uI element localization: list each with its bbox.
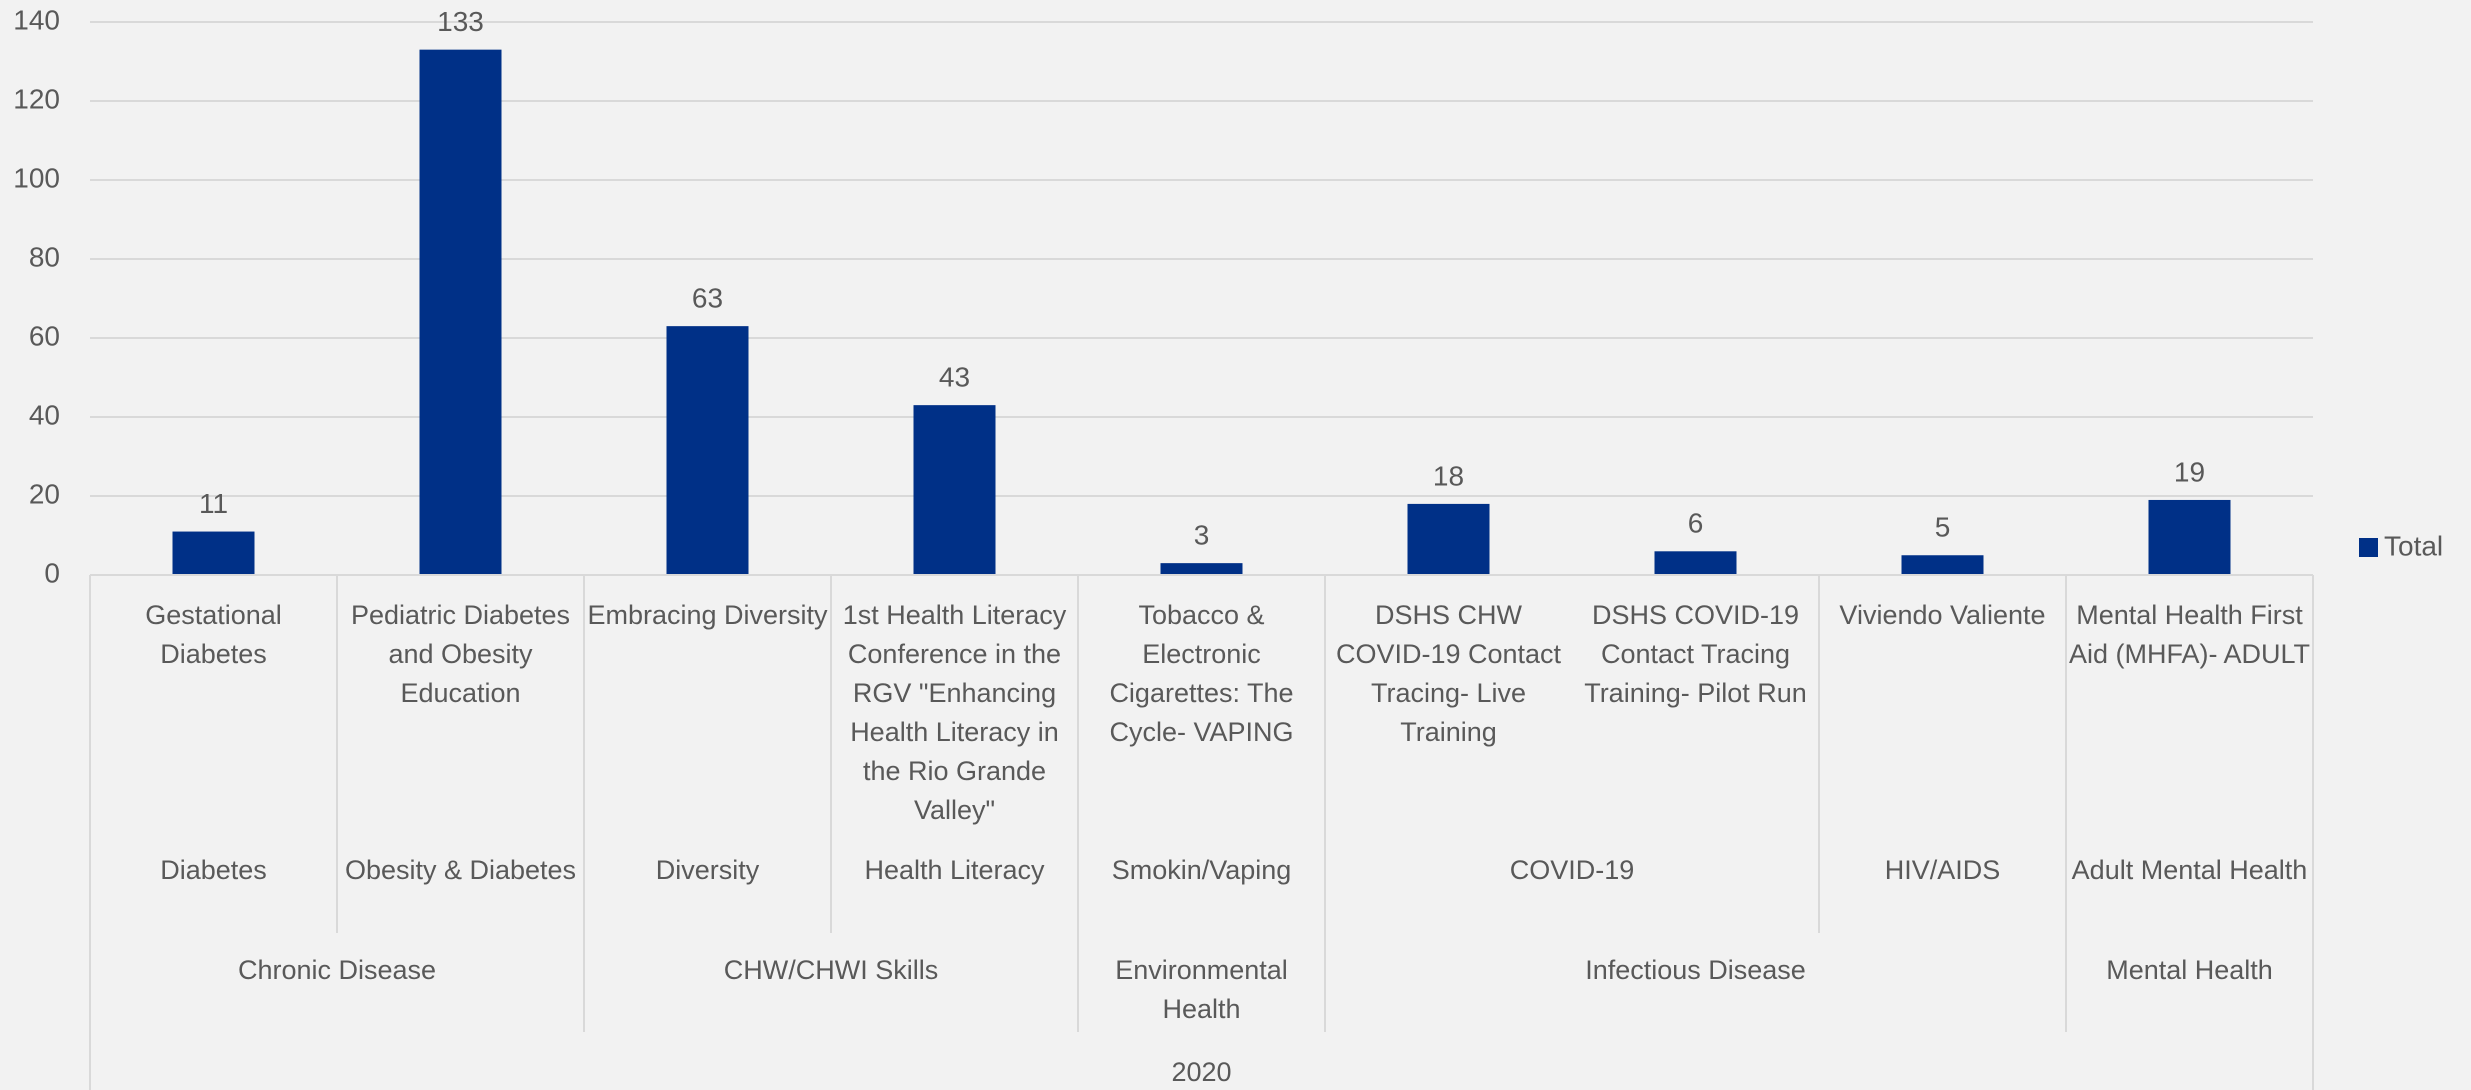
bar [1654, 551, 1737, 575]
group-label: Diabetes [160, 855, 267, 885]
group-label: CHW/CHWI Skills [723, 955, 939, 985]
group-label: 2020 [1171, 1057, 1232, 1087]
y-tick-label: 0 [44, 557, 60, 588]
bar [2148, 499, 2231, 575]
group-label: Adult Mental Health [2071, 855, 2308, 885]
bar [1160, 563, 1243, 575]
data-label: 11 [199, 488, 228, 519]
y-tick-label: 40 [29, 399, 60, 430]
group-label: Chronic Disease [237, 955, 437, 985]
x-tick-label: Tobacco & Electronic Cigarettes: The Cyc… [1109, 600, 1294, 747]
x-tick-label: Mental Health First Aid (MHFA)- ADULT [2068, 600, 2311, 669]
group-label: Obesity & Diabetes [344, 855, 577, 885]
bar [913, 405, 996, 575]
x-tick-label: DSHS CHW COVID-19 Contact Tracing- Live … [1335, 600, 1562, 747]
bar [1901, 555, 1984, 575]
legend-label: Total [2384, 530, 2443, 561]
data-label: 19 [2174, 456, 2205, 487]
x-tick-label: Embracing Diversity [587, 600, 828, 630]
y-tick-label: 120 [13, 83, 60, 114]
group-label: Mental Health [2106, 955, 2273, 985]
data-label: 43 [939, 362, 970, 393]
x-tick-label: DSHS COVID-19 Contact Tracing Training- … [1584, 600, 1807, 708]
bar [172, 531, 255, 575]
y-tick-label: 100 [13, 162, 60, 193]
group-label: Diversity [655, 855, 760, 885]
bar [419, 49, 502, 575]
y-tick-label: 60 [29, 320, 60, 351]
legend-swatch [2359, 538, 2378, 557]
y-tick-label: 140 [13, 4, 60, 35]
group-label: Health Literacy [864, 855, 1045, 885]
data-label: 6 [1688, 508, 1704, 539]
bar [1407, 503, 1490, 575]
x-tick-label: Pediatric Diabetes and Obesity Education [350, 600, 571, 708]
data-label: 63 [692, 283, 723, 314]
group-label: Environmental Health [1115, 955, 1288, 1024]
group-label: Smokin/Vaping [1111, 855, 1292, 885]
y-tick-label: 80 [29, 241, 60, 272]
x-tick-label: 1st Health Literacy Conference in the RG… [842, 600, 1067, 825]
x-tick-label: Viviendo Valiente [1839, 600, 2046, 630]
group-label: HIV/AIDS [1884, 855, 2001, 885]
y-tick-label: 20 [29, 478, 60, 509]
bar [666, 326, 749, 575]
data-label: 133 [437, 6, 484, 37]
group-label: COVID-19 [1509, 855, 1635, 885]
data-label: 18 [1433, 460, 1464, 491]
data-label: 3 [1194, 520, 1210, 551]
data-label: 5 [1935, 512, 1951, 543]
group-label: Infectious Disease [1585, 955, 1806, 985]
x-tick-label: Gestational Diabetes [145, 600, 282, 669]
